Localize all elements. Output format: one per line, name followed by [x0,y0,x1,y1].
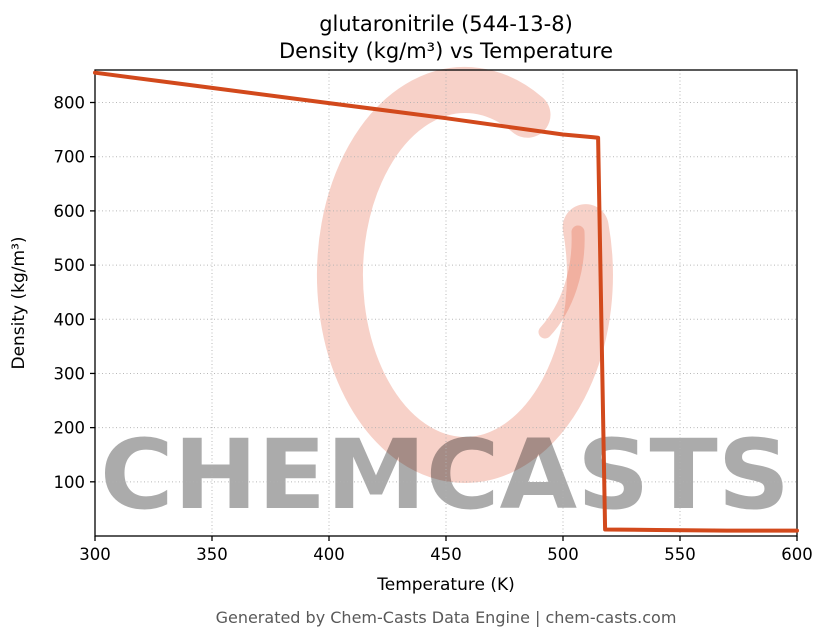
x-tick-label: 450 [430,545,462,564]
y-axis-label: Density (kg/m³) [9,236,29,369]
x-tick-label: 400 [313,545,345,564]
plot-area: CHEMCASTS 300 350 400 450 500 550 600 100 200 300 4… [54,67,813,564]
x-tick-label: 600 [781,545,813,564]
y-tick-label: 400 [54,310,86,329]
x-tick-label: 300 [79,545,111,564]
y-tick-label: 100 [54,473,86,492]
watermark-logo-swoosh-icon [538,225,585,339]
watermark-logo-icon [316,67,613,483]
density-line-series [93,70,799,533]
y-tick-label: 700 [54,148,86,167]
chart-title: glutaronitrile (544-13-8) [319,12,573,36]
x-tick-label: 350 [196,545,228,564]
y-tick-label: 300 [54,364,86,383]
y-tick-label: 800 [54,94,86,113]
chart-subtitle: Density (kg/m³) vs Temperature [279,39,613,63]
y-tick-label: 200 [54,419,86,438]
footer-credit: Generated by Chem-Casts Data Engine | ch… [216,608,677,627]
x-tick-label: 550 [664,545,696,564]
x-axis-label: Temperature (K) [376,575,515,595]
y-tick-label: 500 [54,256,86,275]
y-tick-label: 600 [54,202,86,221]
watermark-text: CHEMCASTS [100,419,790,531]
x-tick-label: 500 [547,545,579,564]
